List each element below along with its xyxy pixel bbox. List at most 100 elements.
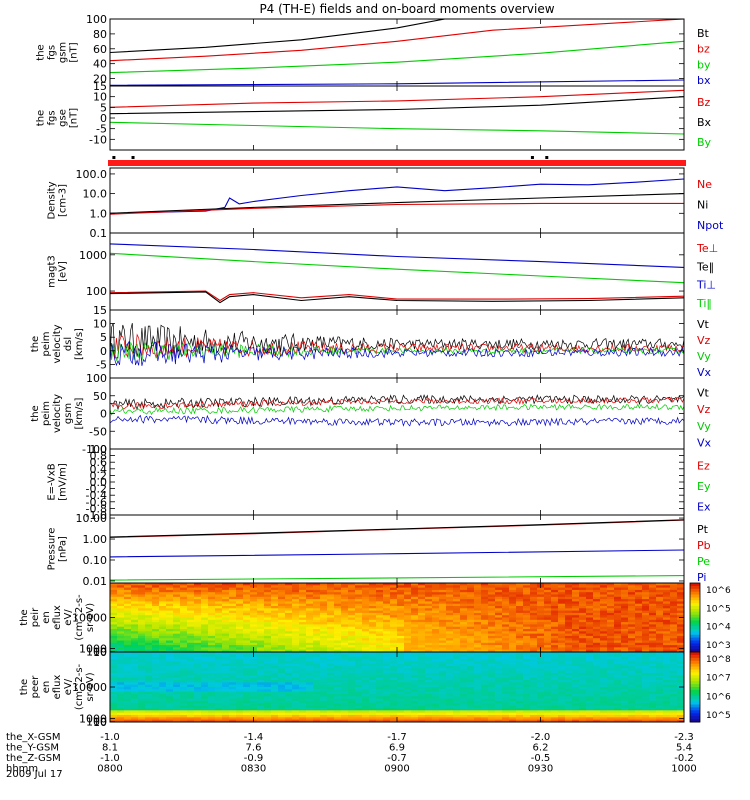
heatmap-cell bbox=[474, 712, 482, 716]
heatmap-cell bbox=[222, 645, 230, 648]
heatmap-cell bbox=[656, 647, 664, 651]
y-axis-label-line: [km/s] bbox=[74, 328, 85, 360]
heatmap-cell bbox=[544, 712, 552, 716]
heatmap-cell bbox=[271, 612, 279, 616]
heatmap-cell bbox=[292, 649, 300, 652]
heatmap-cell bbox=[320, 619, 328, 623]
heatmap-cell bbox=[180, 631, 188, 635]
heatmap-cell bbox=[481, 610, 489, 614]
heatmap-cell bbox=[481, 619, 489, 623]
heatmap-cell bbox=[509, 712, 517, 716]
heatmap-cell bbox=[460, 638, 468, 642]
heatmap-cell bbox=[194, 649, 202, 652]
heatmap-cell bbox=[320, 698, 328, 702]
heatmap-cell bbox=[229, 687, 237, 690]
heatmap-cell bbox=[586, 666, 594, 669]
heatmap-cell bbox=[600, 684, 608, 688]
heatmap-cell bbox=[411, 710, 419, 714]
heatmap-cell bbox=[243, 583, 251, 586]
colorbar-segment bbox=[690, 634, 700, 639]
y-tick-label: 0 bbox=[100, 112, 107, 125]
heatmap-cell bbox=[215, 585, 223, 589]
y-axis-label: the peim velocity gsm [km/s] bbox=[30, 394, 85, 433]
heatmap-cell bbox=[390, 583, 398, 586]
heatmap-cell bbox=[467, 587, 475, 591]
heatmap-cell bbox=[397, 689, 405, 693]
heatmap-cell bbox=[446, 698, 454, 702]
heatmap-cell bbox=[397, 594, 405, 598]
heatmap-cell bbox=[236, 663, 244, 667]
heatmap-cell bbox=[299, 603, 307, 607]
heatmap-cell bbox=[523, 663, 531, 667]
heatmap-cell bbox=[285, 654, 293, 658]
heatmap-cell bbox=[355, 610, 363, 614]
heatmap-cell bbox=[572, 592, 580, 596]
heatmap-cell bbox=[453, 589, 461, 593]
heatmap-cell bbox=[278, 594, 286, 598]
heatmap-cell bbox=[208, 631, 216, 635]
heatmap-cell bbox=[187, 640, 195, 644]
heatmap-cell bbox=[208, 659, 216, 662]
heatmap-cell bbox=[607, 589, 615, 593]
heatmap-cell bbox=[264, 589, 272, 593]
heatmap-cell bbox=[320, 638, 328, 642]
heatmap-cell bbox=[488, 715, 496, 718]
heatmap-cell bbox=[565, 656, 573, 660]
heatmap-cell bbox=[418, 675, 426, 679]
heatmap-cell bbox=[299, 654, 307, 658]
heatmap-cell bbox=[404, 592, 412, 596]
heatmap-cell bbox=[586, 633, 594, 637]
heatmap-cell bbox=[180, 640, 188, 644]
heatmap-cell bbox=[341, 708, 349, 711]
heatmap-cell bbox=[453, 689, 461, 693]
heatmap-cell bbox=[355, 684, 363, 688]
heatmap-cell bbox=[390, 656, 398, 660]
heatmap-cell bbox=[481, 675, 489, 679]
heatmap-cell bbox=[488, 682, 496, 686]
heatmap-cell bbox=[278, 670, 286, 674]
heatmap-cell bbox=[404, 587, 412, 591]
heatmap-cell bbox=[110, 640, 118, 644]
heatmap-cell bbox=[299, 610, 307, 614]
heatmap-cell bbox=[558, 687, 566, 690]
heatmap-cell bbox=[530, 654, 538, 658]
y-tick-label: 0.10 bbox=[83, 554, 108, 567]
heatmap-cell bbox=[166, 677, 174, 681]
heatmap-cell bbox=[187, 606, 195, 609]
heatmap-cell bbox=[537, 596, 545, 600]
heatmap-cell bbox=[306, 635, 314, 639]
heatmap-cell bbox=[425, 703, 433, 707]
heatmap-cell bbox=[355, 596, 363, 600]
heatmap-cell bbox=[173, 615, 181, 619]
heatmap-cell bbox=[397, 583, 405, 586]
heatmap-cell bbox=[110, 612, 118, 616]
heatmap-cell bbox=[565, 624, 573, 628]
heatmap-cell bbox=[663, 585, 671, 589]
heatmap-cell bbox=[453, 666, 461, 669]
heatmap-cell bbox=[180, 663, 188, 667]
heatmap-cell bbox=[544, 647, 552, 651]
heatmap-cell bbox=[544, 624, 552, 628]
heatmap-cell bbox=[299, 661, 307, 665]
heatmap-cell bbox=[628, 624, 636, 628]
heatmap-cell bbox=[460, 680, 468, 683]
heatmap-cell bbox=[348, 675, 356, 679]
heatmap-cell bbox=[278, 649, 286, 652]
heatmap-cell bbox=[439, 710, 447, 714]
heatmap-cell bbox=[243, 624, 251, 628]
heatmap-cell bbox=[327, 606, 335, 609]
heatmap-cell bbox=[481, 587, 489, 591]
heatmap-cell bbox=[355, 615, 363, 619]
heatmap-cell bbox=[397, 698, 405, 702]
heatmap-cell bbox=[292, 675, 300, 679]
heatmap-cell bbox=[173, 668, 181, 672]
heatmap-cell bbox=[264, 583, 272, 586]
heatmap-cell bbox=[180, 712, 188, 716]
heatmap-cell bbox=[145, 694, 153, 697]
heatmap-cell bbox=[502, 684, 510, 688]
heatmap-cell bbox=[600, 696, 608, 700]
heatmap-cell bbox=[159, 654, 167, 658]
heatmap-cell bbox=[264, 603, 272, 607]
heatmap-cell bbox=[397, 715, 405, 718]
heatmap-cell bbox=[243, 622, 251, 625]
